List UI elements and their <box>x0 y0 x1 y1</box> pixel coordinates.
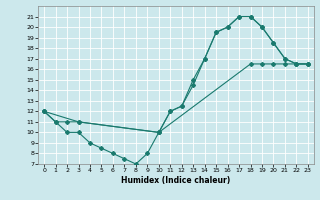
X-axis label: Humidex (Indice chaleur): Humidex (Indice chaleur) <box>121 176 231 185</box>
